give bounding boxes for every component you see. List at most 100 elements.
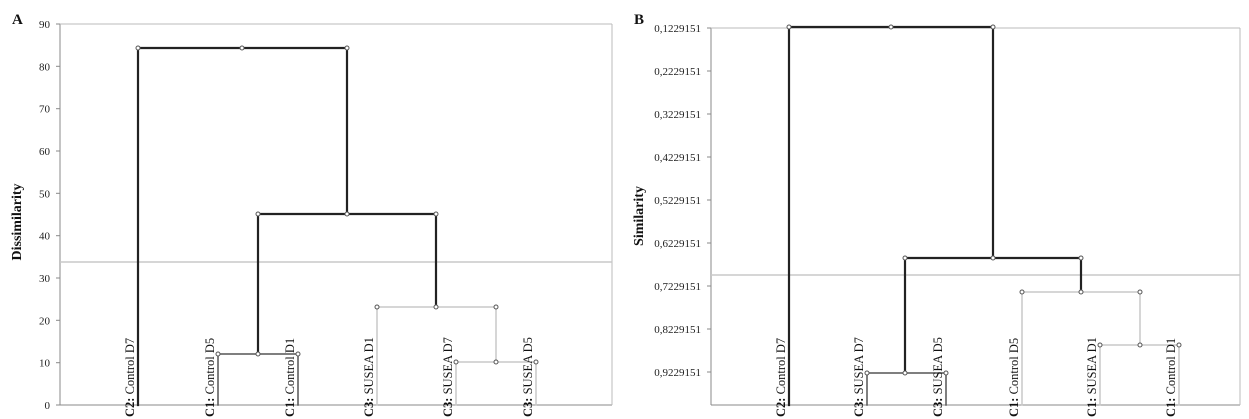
panel-a-tick: 50 bbox=[39, 188, 60, 200]
panel-a-y-label: Dissimilarity bbox=[10, 184, 25, 261]
svg-text:0,3229151: 0,3229151 bbox=[654, 109, 701, 121]
panel-a-links bbox=[136, 46, 537, 407]
panel-a-tick: 0 bbox=[45, 400, 60, 412]
panel-a-node bbox=[215, 351, 221, 357]
svg-text:80: 80 bbox=[39, 61, 51, 73]
panel-a-node bbox=[255, 351, 261, 357]
panel-b-nodes bbox=[786, 24, 1182, 376]
panel-b-node bbox=[1097, 342, 1103, 348]
svg-text:0: 0 bbox=[45, 400, 51, 412]
panel-a-leaf: C1: Control D1 bbox=[283, 338, 297, 417]
panel-b-leaves: C2: Control D7 C3: SUSEA D7 C3: SUSEA D5… bbox=[774, 337, 1178, 417]
panel-a-leaves: C2: Control D7 C1: Control D5 C1: Contro… bbox=[123, 337, 535, 417]
panel-b-tick: 0,7229151 bbox=[654, 281, 711, 293]
panel-a-tick: 70 bbox=[39, 104, 60, 116]
panel-a-link-root bbox=[136, 46, 349, 407]
panel-a-node bbox=[344, 45, 350, 51]
panel-a-node bbox=[239, 45, 245, 51]
panel-a-tick: 30 bbox=[39, 273, 60, 285]
svg-text:0,4229151: 0,4229151 bbox=[654, 152, 701, 164]
panel-b-leaf: C1: SUSEA D1 bbox=[1085, 337, 1099, 417]
svg-text:90: 90 bbox=[39, 19, 51, 31]
panel-b-link-root bbox=[787, 25, 995, 407]
panel-a-node bbox=[533, 359, 539, 365]
panel-a-leaf: C3: SUSEA D1 bbox=[362, 337, 376, 417]
panel-b-tick: 0,4229151 bbox=[654, 152, 711, 164]
svg-text:50: 50 bbox=[39, 188, 51, 200]
svg-text:30: 30 bbox=[39, 273, 51, 285]
panel-b-node bbox=[902, 370, 908, 376]
svg-text:10: 10 bbox=[39, 358, 51, 370]
panel-b-tick: 0,1229151 bbox=[654, 23, 711, 35]
panel-b-letter: B bbox=[634, 12, 644, 28]
panel-a-tick: 10 bbox=[39, 358, 60, 370]
panel-a-tick: 60 bbox=[39, 146, 60, 158]
panel-a-link-c3-top bbox=[376, 306, 497, 406]
panel-b-tick: 0,9229151 bbox=[654, 367, 711, 379]
panel-a-node bbox=[255, 211, 261, 217]
svg-text:0,9229151: 0,9229151 bbox=[654, 367, 701, 379]
panel-a-node bbox=[433, 304, 439, 310]
panel-a-node bbox=[374, 304, 380, 310]
panel-b-tick: 0,5229151 bbox=[654, 195, 711, 207]
panel-a-letter: A bbox=[12, 12, 23, 28]
panel-b-node bbox=[1078, 255, 1084, 261]
panel-a-leaf: C3: SUSEA D5 bbox=[521, 337, 535, 417]
svg-text:0,5229151: 0,5229151 bbox=[654, 195, 701, 207]
svg-text:0,7229151: 0,7229151 bbox=[654, 281, 701, 293]
panel-b-node bbox=[1019, 289, 1025, 295]
panel-b-leaf: C2: Control D7 bbox=[774, 338, 788, 417]
svg-text:0,1229151: 0,1229151 bbox=[654, 23, 701, 35]
panel-b-node bbox=[1176, 342, 1182, 348]
panel-b-tick: 0,8229151 bbox=[654, 324, 711, 336]
panel-b: B 0,1229151 0,2229151 0,3229151 0,422915… bbox=[632, 12, 1241, 417]
panel-b-node bbox=[990, 255, 996, 261]
panel-b-node bbox=[864, 370, 870, 376]
panel-b-tick: 0,3229151 bbox=[654, 109, 711, 121]
panel-b-node bbox=[1137, 342, 1143, 348]
svg-text:0,8229151: 0,8229151 bbox=[654, 324, 701, 336]
panel-a-node bbox=[135, 45, 141, 51]
panel-a-node bbox=[295, 351, 301, 357]
panel-a-node bbox=[433, 211, 439, 217]
panel-b-link-c1-top bbox=[1021, 291, 1141, 406]
panel-a-nodes bbox=[135, 45, 539, 365]
panel-a-node bbox=[493, 304, 499, 310]
panel-a-node bbox=[453, 359, 459, 365]
svg-text:60: 60 bbox=[39, 146, 51, 158]
panel-b-leaf: C1: Control D5 bbox=[1007, 338, 1021, 417]
panel-a-link-c1-c3 bbox=[256, 212, 438, 356]
panel-b-node bbox=[888, 24, 894, 30]
panel-b-y-label: Similarity bbox=[632, 186, 647, 246]
panel-a-y-ticks: 0 10 20 30 40 50 bbox=[39, 19, 60, 412]
svg-text:0,6229151: 0,6229151 bbox=[654, 238, 701, 250]
panel-a-tick: 40 bbox=[39, 231, 60, 243]
panel-b-node bbox=[902, 255, 908, 261]
svg-text:40: 40 bbox=[39, 231, 51, 243]
svg-text:0,2229151: 0,2229151 bbox=[654, 66, 701, 78]
panel-b-node bbox=[943, 370, 949, 376]
panel-b-links bbox=[787, 25, 1180, 407]
panel-a-tick: 20 bbox=[39, 315, 60, 327]
panel-a-tick: 90 bbox=[39, 19, 60, 31]
panel-b-leaf: C3: SUSEA D7 bbox=[852, 337, 866, 417]
svg-text:70: 70 bbox=[39, 104, 51, 116]
svg-text:20: 20 bbox=[39, 315, 51, 327]
panel-b-leaf: C1: Control D1 bbox=[1164, 338, 1178, 417]
panel-a-node bbox=[344, 211, 350, 217]
panel-a-leaf: C3: SUSEA D7 bbox=[441, 337, 455, 417]
panel-b-node bbox=[1137, 289, 1143, 295]
panel-b-y-ticks: 0,1229151 0,2229151 0,3229151 0,4229151 … bbox=[654, 23, 711, 379]
panel-a-leaf: C1: Control D5 bbox=[203, 338, 217, 417]
panel-a-leaf: C2: Control D7 bbox=[123, 338, 137, 417]
panel-a: A 0 10 20 30 40 bbox=[10, 12, 613, 417]
panel-b-tick: 0,2229151 bbox=[654, 66, 711, 78]
panel-b-tick: 0,6229151 bbox=[654, 238, 711, 250]
panel-b-leaf: C3: SUSEA D5 bbox=[931, 337, 945, 417]
panel-b-node bbox=[786, 24, 792, 30]
panel-a-tick: 80 bbox=[39, 61, 60, 73]
panel-b-node bbox=[1078, 289, 1084, 295]
panel-b-node bbox=[990, 24, 996, 30]
panel-a-node bbox=[493, 359, 499, 365]
